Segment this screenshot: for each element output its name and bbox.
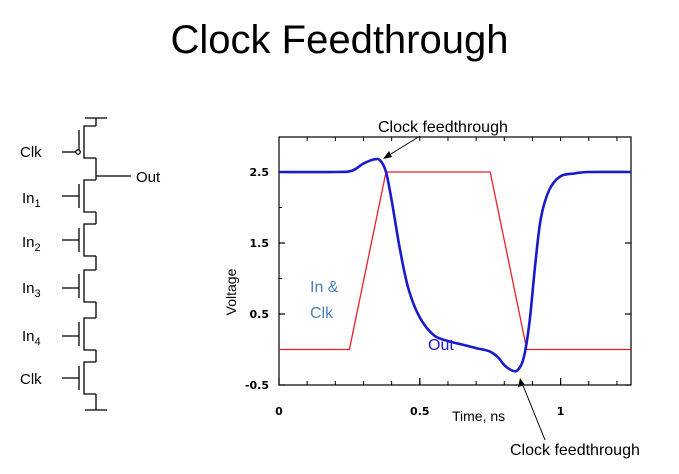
x-axis-ticks: 0 0.5 1 bbox=[275, 378, 564, 418]
x-axis-label: Time, ns bbox=[452, 408, 505, 424]
x-tick-label: 0 bbox=[275, 405, 283, 418]
x-tick-label: 1 bbox=[557, 405, 565, 418]
series-layer bbox=[278, 157, 632, 373]
in4-label: In4 bbox=[22, 328, 41, 348]
in-clk-label-line1: In & bbox=[310, 279, 339, 296]
x-tick-label: 0.5 bbox=[410, 405, 430, 418]
out-waveform-line bbox=[278, 157, 632, 373]
annotation-arrow-bottom bbox=[521, 382, 546, 441]
clock-feedthrough-top-annotation: Clock feedthrough bbox=[378, 119, 508, 136]
out-series-label: Out bbox=[428, 337, 454, 354]
plot-frame bbox=[278, 136, 632, 386]
clk-bottom-label: Clk bbox=[20, 371, 42, 388]
y-tick-label: 0.5 bbox=[250, 308, 270, 321]
nmos-transistor-clk bbox=[62, 361, 96, 395]
arrowhead-top-icon bbox=[383, 151, 392, 159]
y-tick-label: 1.5 bbox=[250, 237, 270, 250]
in2-label: In2 bbox=[22, 234, 41, 254]
clock-feedthrough-bottom-annotation: Clock feedthrough bbox=[510, 442, 640, 459]
in1-label: In1 bbox=[22, 190, 41, 210]
waveform-plot: 2.51.50.5-0.5 0 0.5 1 Voltage Time, ns In … bbox=[223, 119, 640, 459]
y-tick-label: 2.5 bbox=[250, 166, 270, 179]
annotation-arrow-top bbox=[385, 135, 421, 158]
nmos-transistor-in1 bbox=[62, 179, 96, 213]
in3-label: In3 bbox=[22, 280, 41, 300]
nmos-transistor-in3 bbox=[62, 269, 96, 303]
y-tick-label: -0.5 bbox=[245, 379, 269, 392]
nmos-stack-schematic bbox=[62, 117, 131, 411]
pmos-transistor-clk bbox=[62, 125, 96, 159]
y-axis-ticks: 2.5 1.5 0.5 -0.5 bbox=[245, 166, 631, 392]
in-clk-waveform-line bbox=[279, 171, 631, 351]
nmos-transistor-in2 bbox=[62, 223, 96, 257]
out-node-label: Out bbox=[136, 169, 161, 186]
slide-title: Clock Feedthrough bbox=[170, 18, 509, 62]
clk-top-label: Clk bbox=[20, 144, 42, 161]
y-axis-label: Voltage bbox=[223, 268, 239, 315]
in-clk-label-line2: Clk bbox=[310, 305, 334, 322]
nmos-transistor-in4 bbox=[62, 317, 96, 351]
arrowhead-bottom-icon bbox=[518, 378, 525, 387]
